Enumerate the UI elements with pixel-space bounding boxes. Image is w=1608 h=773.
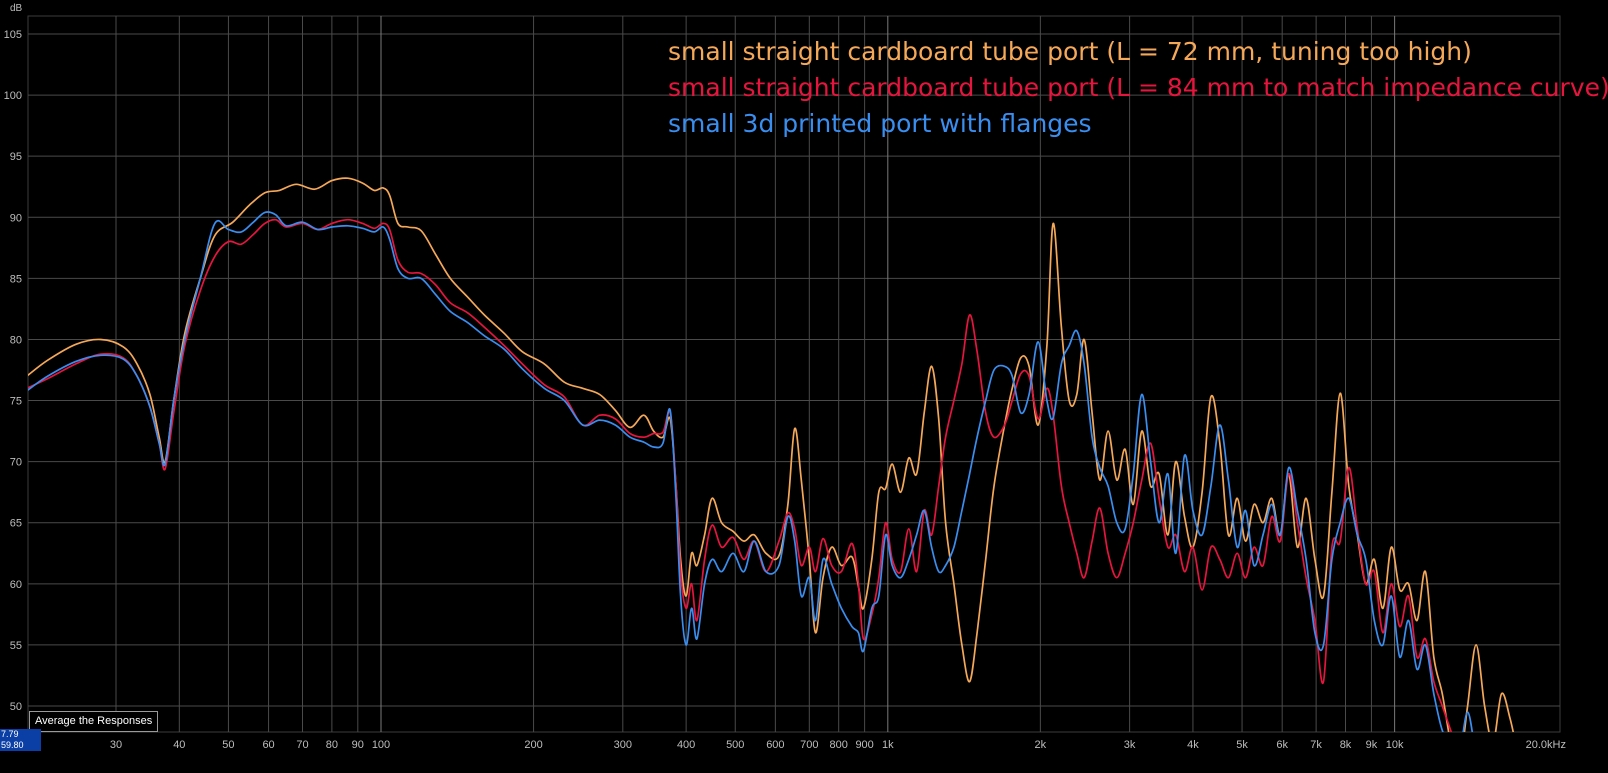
series-line-1	[28, 177, 1515, 732]
x-tick-label: 1k	[882, 739, 894, 751]
x-tick-labels: 30 40 50 60 70 80 90 100 200 300 400 500 600 700 800 90…	[110, 739, 1566, 751]
y-tick-label: 65	[10, 518, 22, 530]
y-tick-label: 55	[10, 640, 22, 652]
y-tick-label: 75	[10, 396, 22, 408]
legend-series-3: small 3d printed port with flanges	[668, 109, 1092, 138]
x-tick-label: 5k	[1236, 739, 1248, 751]
plot-area	[27, 15, 1561, 733]
x-tick-label: 2k	[1035, 739, 1047, 751]
x-tick-label: 30	[110, 739, 122, 751]
y-tick-label: 100	[4, 90, 22, 102]
frequency-response-chart: 50 55 60 65 70 75 80 85 90 95 100 105 30 40 50 60 70 80 9…	[4, 3, 1566, 751]
x-tick-label: 200	[524, 739, 542, 751]
legend-series-1: small straight cardboard tube port (L = …	[668, 37, 1472, 66]
x-tick-label: 60	[262, 739, 274, 751]
y-tick-label: 80	[10, 334, 22, 346]
readout-bottom: 59.80	[1, 740, 24, 750]
x-tick-label: 400	[677, 739, 695, 751]
y-tick-label: 90	[10, 212, 22, 224]
x-tick-label: 900	[855, 739, 873, 751]
y-tick-labels: 50 55 60 65 70 75 80 85 90 95 100 105	[4, 29, 22, 713]
x-tick-label: 90	[352, 739, 364, 751]
average-responses-button[interactable]: Average the Responses	[29, 711, 159, 732]
y-tick-label: 60	[10, 579, 22, 591]
x-tick-label: 20.0kHz	[1526, 739, 1566, 751]
response-curves	[28, 177, 1515, 732]
x-tick-label: 100	[372, 739, 390, 751]
y-tick-label: 70	[10, 457, 22, 469]
x-tick-label: 7k	[1310, 739, 1322, 751]
x-tick-label: 6k	[1276, 739, 1288, 751]
x-tick-label: 700	[800, 739, 818, 751]
x-tick-label: 600	[766, 739, 784, 751]
x-tick-label: 8k	[1340, 739, 1352, 751]
x-tick-label: 10k	[1386, 739, 1404, 751]
x-tick-label: 80	[326, 739, 338, 751]
x-tick-label: 3k	[1124, 739, 1136, 751]
grid-lines	[28, 16, 1560, 732]
x-tick-label: 40	[173, 739, 185, 751]
y-tick-label: 105	[4, 29, 22, 41]
x-tick-label: 800	[830, 739, 848, 751]
y-tick-label: 95	[10, 151, 22, 163]
series-line-3	[28, 211, 1474, 732]
x-tick-label: 50	[222, 739, 234, 751]
y-axis-label: dB	[10, 3, 23, 14]
x-tick-label: 9k	[1366, 739, 1378, 751]
y-tick-label: 85	[10, 273, 22, 285]
x-tick-label: 300	[614, 739, 632, 751]
y-tick-label: 50	[10, 701, 22, 713]
x-tick-label: 70	[296, 739, 308, 751]
legend-series-2: small straight cardboard tube port (L = …	[668, 73, 1608, 102]
x-tick-label: 500	[726, 739, 744, 751]
x-tick-label: 4k	[1187, 739, 1199, 751]
readout-top: 7.79	[1, 729, 19, 739]
level-readout: 7.79 59.80	[0, 729, 41, 751]
